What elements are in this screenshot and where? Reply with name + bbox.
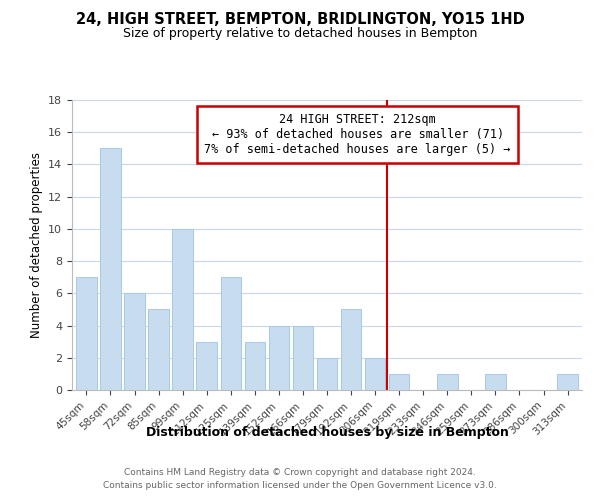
Bar bbox=[76, 277, 97, 390]
Text: Size of property relative to detached houses in Bempton: Size of property relative to detached ho… bbox=[123, 28, 477, 40]
Text: Contains public sector information licensed under the Open Government Licence v3: Contains public sector information licen… bbox=[103, 482, 497, 490]
Bar bbox=[485, 374, 506, 390]
Bar bbox=[124, 294, 145, 390]
Bar bbox=[557, 374, 578, 390]
Y-axis label: Number of detached properties: Number of detached properties bbox=[29, 152, 43, 338]
Bar bbox=[221, 277, 241, 390]
Bar bbox=[269, 326, 289, 390]
Bar bbox=[148, 310, 169, 390]
Bar bbox=[172, 229, 193, 390]
Bar bbox=[437, 374, 458, 390]
Bar bbox=[293, 326, 313, 390]
Text: Distribution of detached houses by size in Bempton: Distribution of detached houses by size … bbox=[146, 426, 508, 439]
Bar bbox=[341, 310, 361, 390]
Bar bbox=[196, 342, 217, 390]
Text: 24, HIGH STREET, BEMPTON, BRIDLINGTON, YO15 1HD: 24, HIGH STREET, BEMPTON, BRIDLINGTON, Y… bbox=[76, 12, 524, 28]
Text: 24 HIGH STREET: 212sqm
← 93% of detached houses are smaller (71)
7% of semi-deta: 24 HIGH STREET: 212sqm ← 93% of detached… bbox=[205, 114, 511, 156]
Bar bbox=[389, 374, 409, 390]
Text: Contains HM Land Registry data © Crown copyright and database right 2024.: Contains HM Land Registry data © Crown c… bbox=[124, 468, 476, 477]
Bar bbox=[317, 358, 337, 390]
Bar bbox=[365, 358, 385, 390]
Bar bbox=[100, 148, 121, 390]
Bar bbox=[245, 342, 265, 390]
